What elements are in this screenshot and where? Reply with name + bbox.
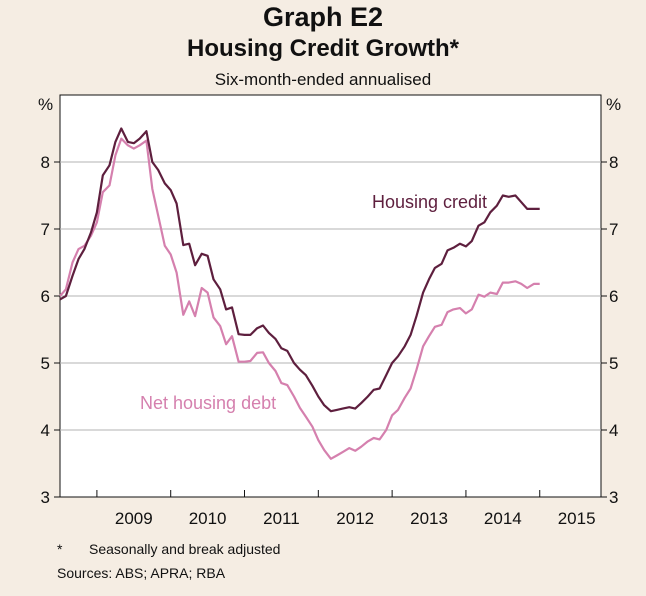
footnote-marker: * bbox=[57, 541, 63, 557]
x-tick-label: 2015 bbox=[558, 509, 596, 528]
footnote: * Seasonally and break adjusted bbox=[57, 541, 280, 557]
x-tick-label: 2010 bbox=[189, 509, 227, 528]
y-tick-label-left: 5 bbox=[41, 354, 50, 373]
y-tick-label-right: 4 bbox=[609, 421, 618, 440]
y-tick-label-right: 3 bbox=[609, 488, 618, 507]
y-tick-label-left: 7 bbox=[41, 220, 50, 239]
x-tick-label: 2009 bbox=[115, 509, 153, 528]
y-tick-label-left: 4 bbox=[41, 421, 50, 440]
x-tick-label: 2014 bbox=[484, 509, 522, 528]
footnote-text: Seasonally and break adjusted bbox=[89, 541, 281, 557]
series-line-housing-credit bbox=[59, 127, 540, 413]
y-axis-left: 3 4 5 6 7 8 bbox=[41, 153, 60, 507]
sources: Sources: ABS; APRA; RBA bbox=[57, 565, 226, 581]
chart-caption: Six-month-ended annualised bbox=[214, 70, 432, 89]
x-axis: 2009 2010 2011 2012 2013 2014 2015 bbox=[96, 490, 596, 528]
y-axis-left-unit: % bbox=[38, 95, 53, 114]
chart-title: Graph E2 bbox=[262, 2, 384, 32]
y-tick-label-right: 5 bbox=[609, 354, 618, 373]
x-tick-label: 2011 bbox=[263, 509, 300, 528]
x-tick-label: 2012 bbox=[336, 509, 374, 528]
y-tick-label-right: 6 bbox=[609, 287, 618, 306]
x-tick-label: 2013 bbox=[410, 509, 448, 528]
y-tick-label-left: 3 bbox=[41, 488, 50, 507]
chart-subtitle: Housing Credit Growth* bbox=[187, 35, 459, 62]
y-tick-label-left: 8 bbox=[41, 153, 50, 172]
y-tick-label-right: 7 bbox=[609, 220, 618, 239]
y-tick-label-right: 8 bbox=[609, 153, 618, 172]
series-line-net-housing-debt bbox=[59, 137, 540, 460]
series-label-housing-credit: Housing credit bbox=[372, 192, 487, 212]
y-axis-right-unit: % bbox=[606, 95, 621, 114]
y-tick-label-left: 6 bbox=[41, 287, 50, 306]
series-label-net-housing-debt: Net housing debt bbox=[140, 393, 276, 413]
gridlines bbox=[60, 161, 601, 431]
series-lines bbox=[59, 127, 540, 460]
y-axis-right: 3 4 5 6 7 8 bbox=[601, 153, 618, 507]
